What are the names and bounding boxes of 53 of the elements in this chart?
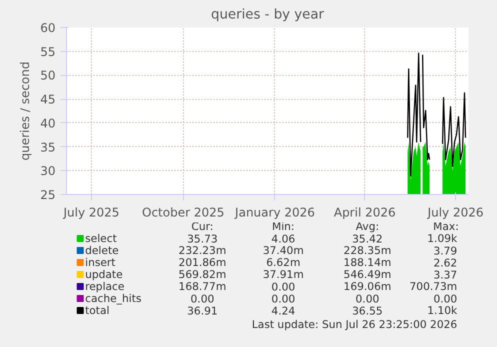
text: 36.55	[352, 304, 383, 318]
x-tick-label: July 2025	[62, 206, 120, 220]
y-tick-label: 25	[40, 188, 56, 202]
x-tick-label: July 2026	[426, 206, 484, 220]
text: 4.06	[271, 232, 296, 246]
text: 700.73m	[410, 280, 458, 293]
legend-label: insert	[85, 256, 116, 269]
y-tick-label: 40	[40, 116, 56, 130]
text: 546.49m	[344, 268, 392, 281]
text: 36.91	[187, 304, 218, 318]
text: Max:	[433, 220, 459, 233]
legend-label: delete	[85, 244, 119, 257]
y-axis-title: queries / second	[18, 62, 32, 160]
text: Avg:	[356, 220, 380, 233]
text: 3.37	[433, 268, 458, 282]
text: 6.62m	[266, 256, 300, 269]
legend-label: select	[85, 232, 117, 245]
text: 569.82m	[178, 268, 226, 281]
text: 0.00	[356, 292, 380, 306]
text: 37.40m	[262, 244, 304, 257]
text: 0.00	[433, 292, 458, 306]
legend-label: cache_hits	[85, 292, 142, 305]
y-tick-label: 30	[40, 164, 56, 178]
x-tick-label: April 2026	[334, 206, 396, 220]
text: 228.35m	[344, 244, 392, 257]
text: 4.24	[271, 304, 296, 318]
y-tick-label: 35	[40, 140, 56, 154]
legend-label: replace	[85, 280, 124, 293]
text: 1.10k	[427, 304, 458, 317]
text: 0.00	[190, 292, 214, 306]
text: 35.42	[352, 232, 383, 246]
text: 168.77m	[178, 280, 226, 293]
y-tick-label: 50	[40, 68, 56, 83]
text: 232.23m	[178, 244, 226, 257]
text: 1.09k	[427, 232, 458, 245]
text: 0.00	[271, 292, 296, 306]
text: 169.06m	[344, 280, 392, 293]
text: 37.91m	[262, 268, 304, 281]
text: 0.00	[271, 280, 296, 294]
text: 201.86m	[178, 256, 226, 269]
x-tick-label: January 2026	[234, 206, 315, 220]
text: 2.62	[433, 256, 458, 270]
text: Last update: Sun Jul 26 23:25:00 2026	[252, 318, 458, 331]
text: 188.14m	[344, 256, 392, 269]
chart-title: queries - by year	[210, 8, 325, 22]
text: 3.79	[433, 244, 458, 258]
legend-label: update	[85, 268, 123, 281]
text: 35.73	[187, 232, 218, 246]
legend-label: total	[85, 304, 110, 317]
x-tick-label: October 2025	[142, 206, 224, 220]
y-tick-label: 45	[40, 92, 56, 107]
y-tick-label: 60	[40, 21, 56, 35]
y-tick-label: 55	[40, 44, 56, 59]
